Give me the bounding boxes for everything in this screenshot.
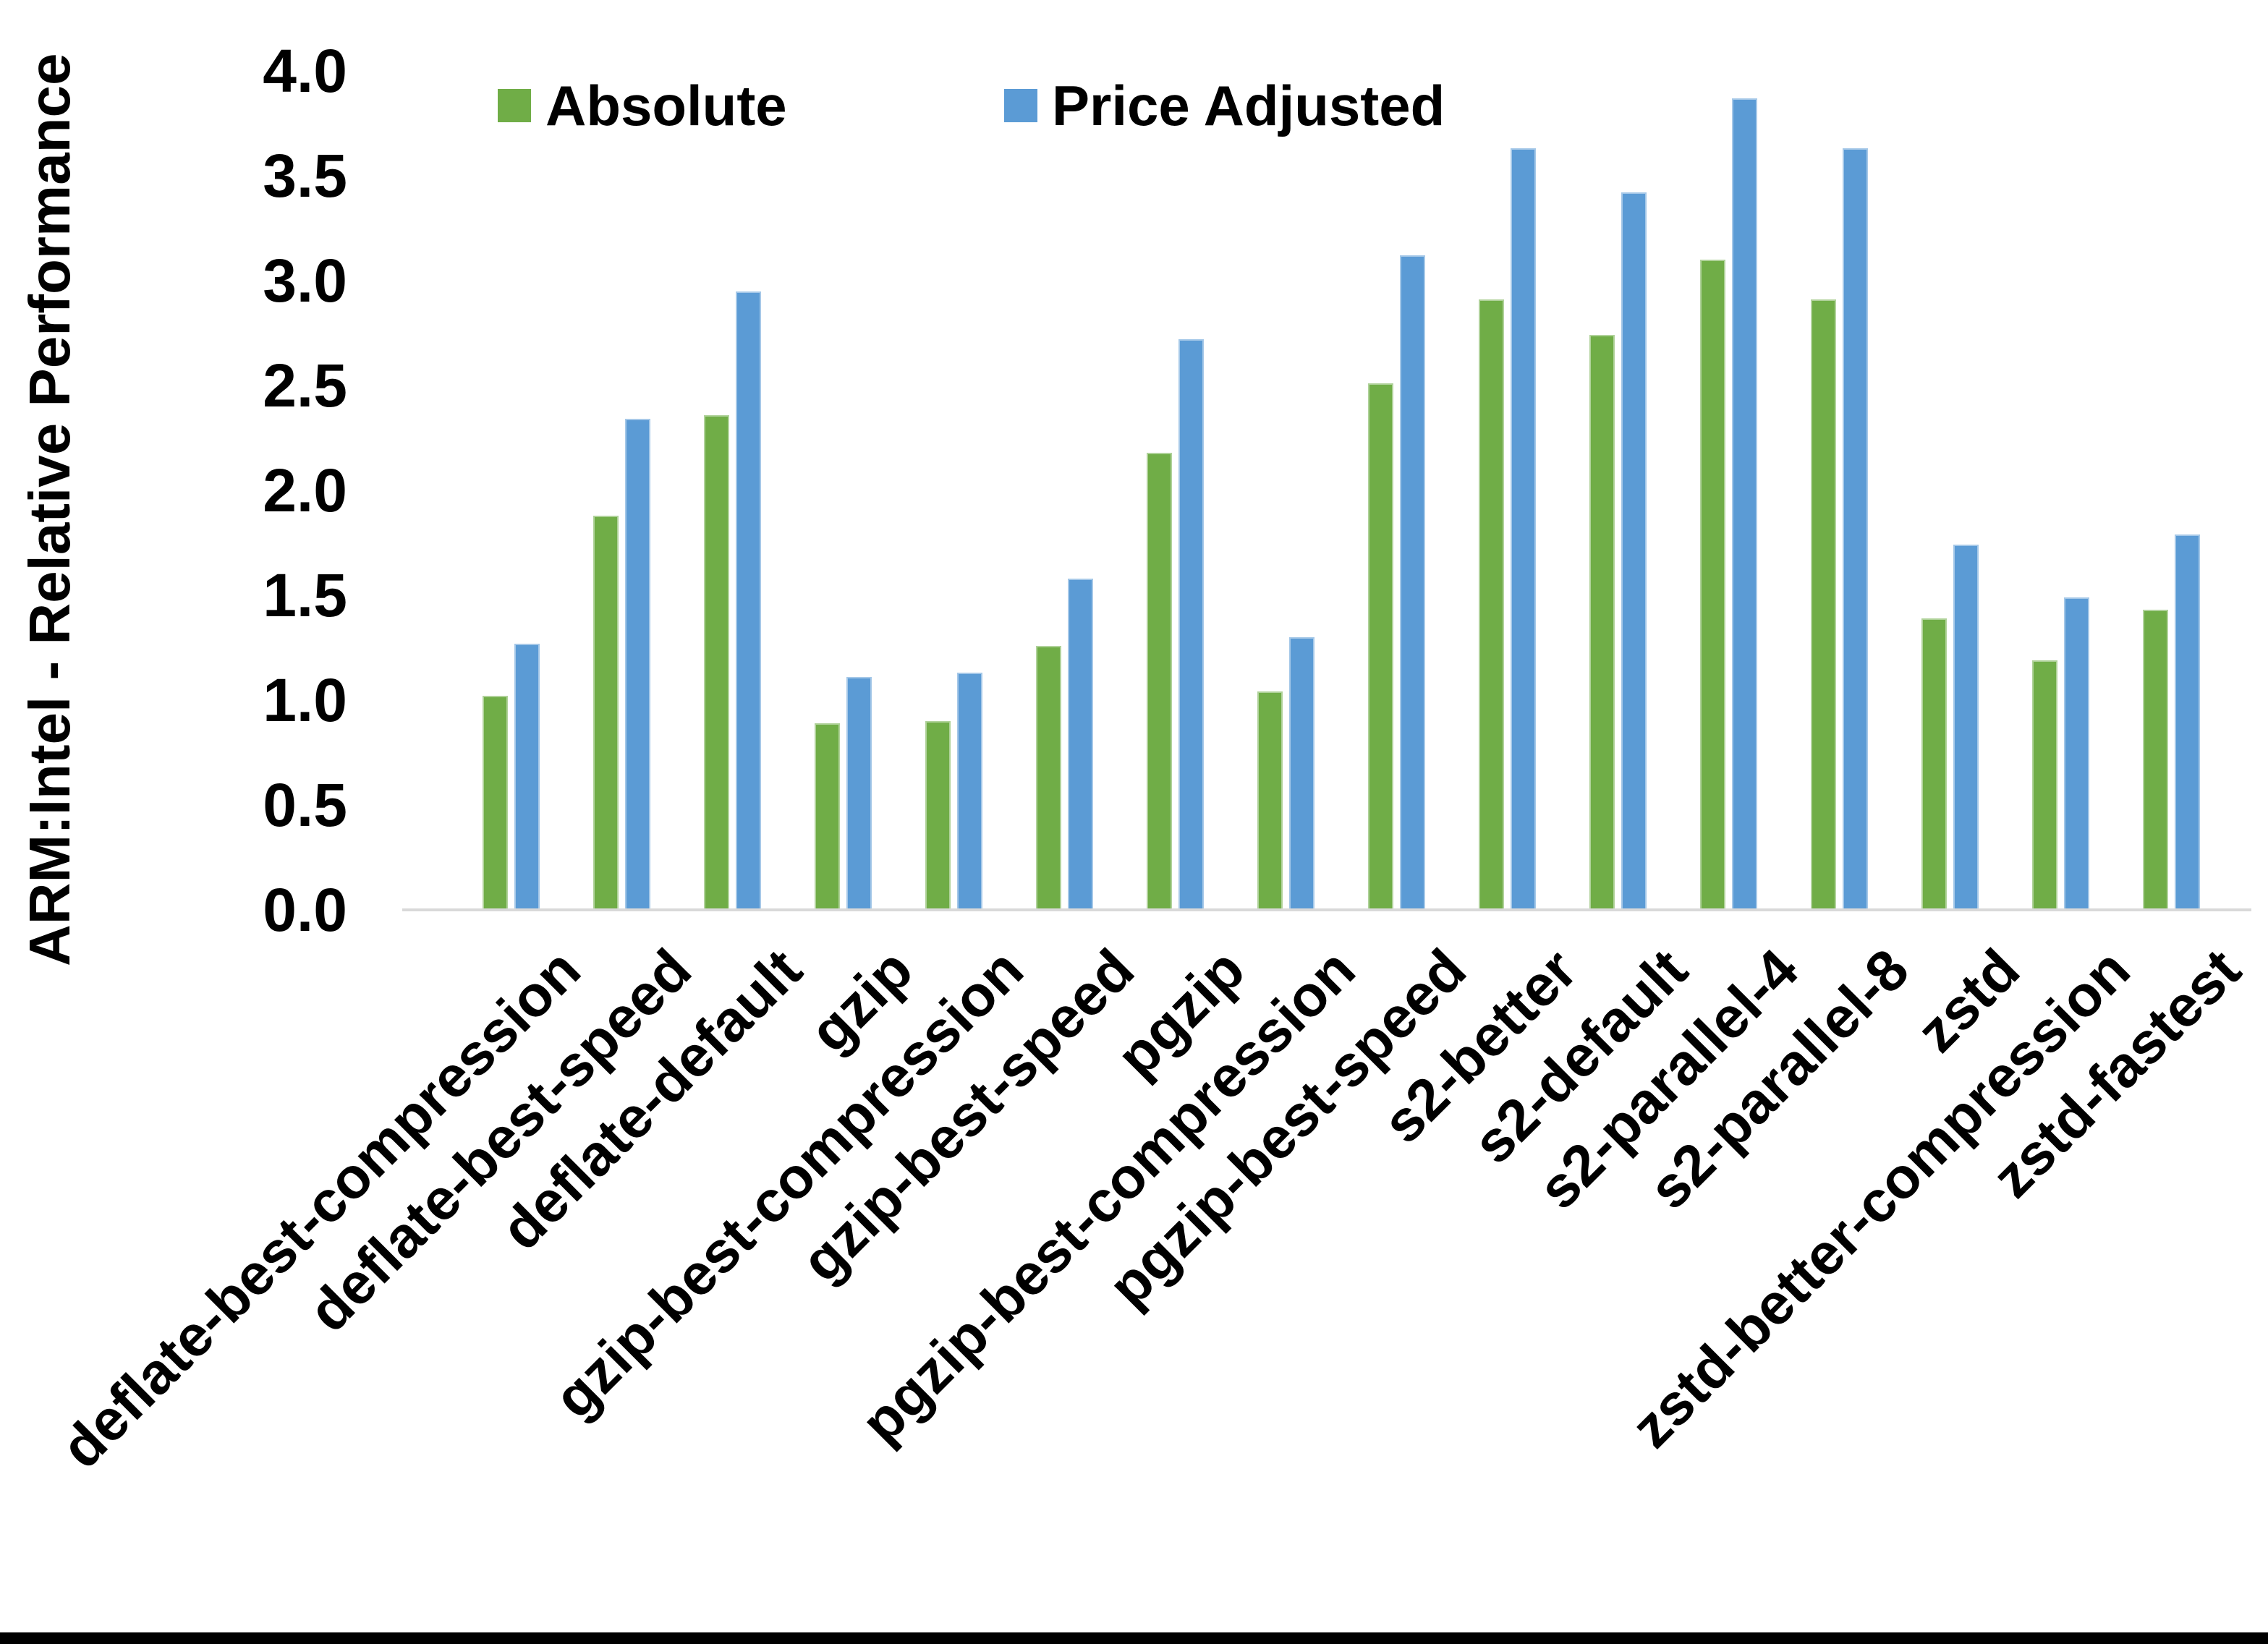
bar-absolute-pgzip-best-compression [1257, 691, 1283, 910]
bar-absolute-pgzip-best-speed [1368, 383, 1393, 910]
bar-price-adjusted-gzip [846, 677, 872, 910]
bar-price-adjusted-zstd [1953, 545, 1979, 910]
bar-price-adjusted-s2-parallel-8 [1843, 148, 1868, 910]
y-tick-label-2.0: 2.0 [263, 456, 347, 524]
y-tick-label-3.0: 3.0 [263, 247, 347, 315]
y-tick-label-1.5: 1.5 [263, 561, 347, 629]
bar-price-adjusted-zstd-better-compression [2064, 597, 2089, 910]
legend-item-price-adjusted: Price Adjusted [1004, 72, 1445, 139]
legend-label-absolute: Absolute [545, 73, 787, 137]
bar-price-adjusted-s2-parallel-4 [1732, 98, 1757, 910]
bar-absolute-gzip-best-compression [925, 721, 951, 910]
bar-price-adjusted-pgzip [1178, 339, 1204, 910]
bar-price-adjusted-s2-default [1621, 192, 1647, 910]
bar-absolute-zstd-better-compression [2032, 660, 2057, 910]
y-tick-label-0.0: 0.0 [263, 876, 347, 944]
y-tick-label-2.5: 2.5 [263, 352, 347, 419]
y-axis-title: ARM:Intel - Relative Performance [17, 53, 82, 967]
bar-price-adjusted-pgzip-best-speed [1400, 255, 1425, 910]
bar-price-adjusted-gzip-best-speed [1068, 578, 1093, 910]
bar-price-adjusted-zstd-fastest [2175, 534, 2200, 910]
legend-label-price-adjusted: Price Adjusted [1052, 73, 1445, 137]
bar-absolute-s2-default [1589, 335, 1615, 910]
bar-absolute-deflate-best-compression [483, 696, 508, 910]
bar-absolute-s2-better [1479, 299, 1504, 910]
bar-absolute-zstd-fastest [2143, 610, 2168, 910]
legend-swatch-absolute [498, 89, 531, 122]
legend-swatch-price-adjusted [1004, 89, 1037, 122]
bar-absolute-gzip [815, 723, 840, 910]
bar-price-adjusted-deflate-best-speed [625, 419, 650, 910]
bar-absolute-pgzip [1147, 452, 1172, 910]
bar-absolute-s2-parallel-4 [1700, 260, 1725, 910]
y-tick-label-0.5: 0.5 [263, 771, 347, 839]
y-tick-label-1.0: 1.0 [263, 666, 347, 734]
bar-price-adjusted-deflate-best-compression [514, 643, 540, 910]
bar-absolute-zstd [1921, 618, 1947, 910]
bar-absolute-deflate-default [704, 414, 729, 910]
bottom-border [0, 1632, 2268, 1644]
bar-price-adjusted-gzip-best-compression [957, 673, 982, 910]
y-tick-label-3.5: 3.5 [263, 142, 347, 210]
bar-price-adjusted-deflate-default [736, 291, 761, 910]
bar-absolute-deflate-best-speed [593, 515, 619, 910]
bar-absolute-s2-parallel-8 [1811, 299, 1836, 910]
bar-price-adjusted-pgzip-best-compression [1289, 637, 1314, 910]
legend-item-absolute: Absolute [498, 72, 787, 139]
x-axis-line [402, 908, 2251, 911]
bar-price-adjusted-s2-better [1511, 148, 1536, 910]
bar-absolute-gzip-best-speed [1036, 645, 1061, 910]
y-tick-label-4.0: 4.0 [263, 37, 347, 105]
